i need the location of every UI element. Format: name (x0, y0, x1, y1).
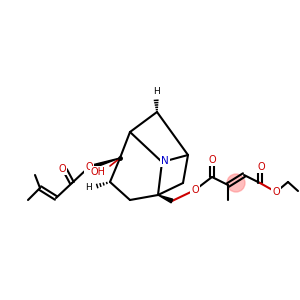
Text: O: O (191, 185, 199, 195)
Text: N: N (161, 156, 169, 166)
Text: O: O (257, 162, 265, 172)
Text: O: O (208, 155, 216, 165)
Text: OH: OH (91, 167, 106, 177)
Text: H: H (154, 88, 160, 97)
Text: H: H (85, 184, 92, 193)
Circle shape (227, 174, 245, 192)
Text: O: O (85, 162, 93, 172)
Polygon shape (87, 158, 120, 170)
Text: O: O (272, 187, 280, 197)
Text: O: O (58, 164, 66, 174)
Polygon shape (158, 195, 173, 203)
